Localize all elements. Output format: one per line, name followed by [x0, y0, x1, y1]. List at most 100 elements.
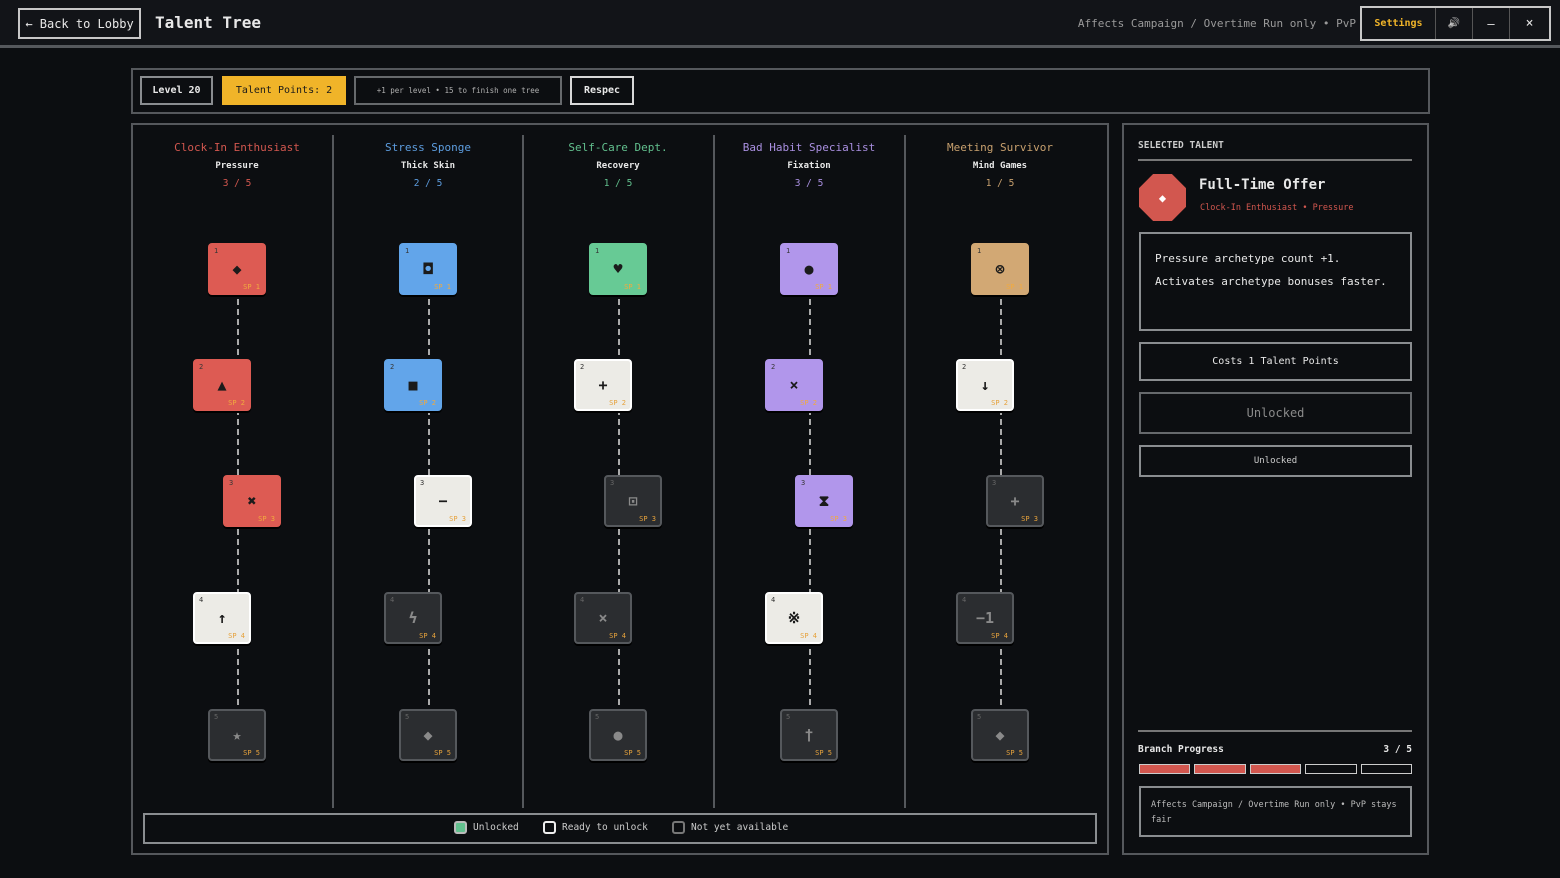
- node-tier: 3: [420, 479, 425, 487]
- talent-name: Full-Time Offer: [1199, 177, 1326, 193]
- respec-button[interactable]: Respec: [570, 76, 634, 105]
- node-tier: 3: [801, 479, 806, 487]
- node-icon: +: [598, 376, 608, 394]
- node-cost: SP 1: [434, 283, 451, 291]
- legend-swatch: [672, 821, 685, 834]
- talent-node[interactable]: 3 ⧗ SP 3: [795, 475, 853, 527]
- node-tier: 1: [214, 247, 219, 255]
- talent-node[interactable]: 1 ⊗ SP 1: [971, 243, 1029, 295]
- node-icon: †: [804, 726, 814, 744]
- node-cost: SP 4: [800, 632, 817, 640]
- sound-button[interactable]: 🔊: [1436, 8, 1473, 39]
- node-cost: SP 1: [1006, 283, 1023, 291]
- talent-node[interactable]: 5 ● SP 5: [589, 709, 647, 761]
- node-cost: SP 2: [991, 399, 1008, 407]
- talent-node[interactable]: 4 ϟ SP 4: [384, 592, 442, 644]
- node-cost: SP 3: [639, 515, 656, 523]
- talent-node[interactable]: 5 ◆ SP 5: [399, 709, 457, 761]
- node-tier: 3: [610, 479, 615, 487]
- top-bar: [0, 0, 1560, 48]
- branch-name: Stress Sponge: [384, 141, 472, 154]
- settings-button[interactable]: Settings: [1362, 8, 1436, 39]
- node-icon: −1: [975, 609, 995, 627]
- branch-progress: 2 / 5: [413, 178, 443, 189]
- node-tier: 2: [390, 363, 395, 371]
- back-button[interactable]: ← Back to Lobby: [18, 8, 141, 39]
- branch-name: Meeting Survivor: [947, 141, 1053, 154]
- column-divider: [713, 135, 715, 808]
- talent-node[interactable]: 1 ● SP 1: [780, 243, 838, 295]
- talent-node[interactable]: 5 ★ SP 5: [208, 709, 266, 761]
- node-tier: 5: [595, 713, 600, 721]
- legend-label: Ready to unlock: [562, 822, 648, 833]
- window-controls: [1360, 6, 1551, 41]
- progress-segment: [1360, 764, 1413, 774]
- talent-node[interactable]: 4 −1 SP 4: [956, 592, 1014, 644]
- talent-node[interactable]: 2 ↓ SP 2: [956, 359, 1014, 411]
- node-tier: 2: [962, 363, 967, 371]
- node-icon: ⊗: [995, 260, 1005, 278]
- node-icon: ×: [598, 609, 608, 627]
- node-icon: +: [1010, 492, 1020, 510]
- node-tier: 4: [771, 596, 776, 604]
- progress-segment: [1139, 764, 1191, 774]
- talent-node[interactable]: 3 + SP 3: [986, 475, 1044, 527]
- column-divider: [522, 135, 524, 808]
- minimize-button[interactable]: –: [1473, 8, 1510, 39]
- branch-name: Clock-In Enthusiast: [174, 141, 300, 154]
- footnote: Affects Campaign / Overtime Run only • P…: [1139, 786, 1412, 837]
- talent-node[interactable]: 1 ♥ SP 1: [589, 243, 647, 295]
- talent-branch: Clock-In Enthusiast • Pressure: [1200, 203, 1354, 213]
- node-tier: 1: [786, 247, 791, 255]
- node-cost: SP 3: [258, 515, 275, 523]
- talent-node[interactable]: 2 ▲ SP 2: [193, 359, 251, 411]
- talent-node[interactable]: 1 ◆ SP 1: [208, 243, 266, 295]
- talent-node[interactable]: 2 ■ SP 2: [384, 359, 442, 411]
- node-tier: 1: [595, 247, 600, 255]
- talent-node[interactable]: 5 † SP 5: [780, 709, 838, 761]
- talent-node[interactable]: 5 ◆ SP 5: [971, 709, 1029, 761]
- talent-node[interactable]: 2 × SP 2: [765, 359, 823, 411]
- talent-node[interactable]: 3 ⊡ SP 3: [604, 475, 662, 527]
- branch-name: Self-Care Dept.: [568, 141, 668, 154]
- branch-archetype: Pressure: [215, 161, 259, 171]
- legend-swatch: [543, 821, 556, 834]
- panel-heading: SELECTED TALENT: [1138, 140, 1224, 151]
- talent-node[interactable]: 3 − SP 3: [414, 475, 472, 527]
- unlock-button[interactable]: Unlocked: [1139, 445, 1412, 477]
- close-button[interactable]: ×: [1525, 16, 1534, 31]
- branch-archetype: Mind Games: [972, 161, 1028, 171]
- talent-node[interactable]: 4 ※ SP 4: [765, 592, 823, 644]
- node-cost: SP 3: [1021, 515, 1038, 523]
- node-tier: 2: [771, 363, 776, 371]
- node-cost: SP 2: [228, 399, 245, 407]
- branch-archetype: Thick Skin: [400, 161, 456, 171]
- node-cost: SP 4: [609, 632, 626, 640]
- column-divider: [332, 135, 334, 808]
- node-tier: 5: [405, 713, 410, 721]
- progress-count: 3 / 5: [1383, 744, 1412, 755]
- node-icon: ✖: [247, 492, 257, 510]
- talent-node[interactable]: 4 ↑ SP 4: [193, 592, 251, 644]
- talent-icon: ◆: [1139, 174, 1186, 221]
- talent-node[interactable]: 2 + SP 2: [574, 359, 632, 411]
- legend-label: Unlocked: [473, 822, 519, 833]
- node-icon: ◆: [232, 260, 242, 278]
- legend-label: Not yet available: [691, 822, 789, 833]
- talent-node[interactable]: 3 ✖ SP 3: [223, 475, 281, 527]
- node-cost: SP 4: [991, 632, 1008, 640]
- status-box: Unlocked: [1139, 392, 1412, 434]
- talent-description: Pressure archetype count +1. Activates a…: [1139, 232, 1412, 331]
- branch-name: Bad Habit Specialist: [742, 141, 876, 154]
- column-divider: [904, 135, 906, 808]
- branch-progress: 3 / 5: [794, 178, 824, 189]
- cost-box: Costs 1 Talent Points: [1139, 342, 1412, 381]
- legend: [143, 813, 1097, 844]
- node-icon: ●: [613, 726, 623, 744]
- node-icon: ※: [787, 609, 801, 627]
- node-cost: SP 4: [419, 632, 436, 640]
- talent-node[interactable]: 1 ◘ SP 1: [399, 243, 457, 295]
- node-cost: SP 5: [624, 749, 641, 757]
- progress-segment: [1194, 764, 1246, 774]
- talent-node[interactable]: 4 × SP 4: [574, 592, 632, 644]
